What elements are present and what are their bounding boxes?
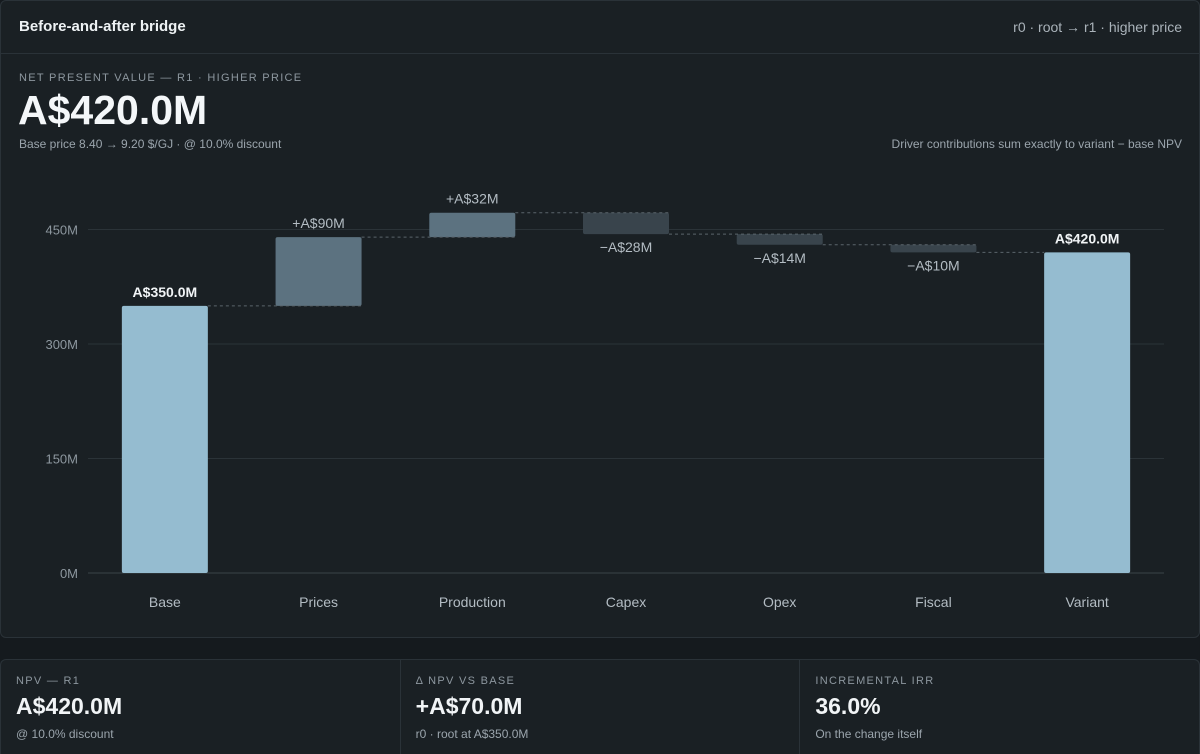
kpi-value: 36.0% (815, 693, 881, 719)
price-change-subline: Base price 8.40 → 9.20 $/GJ · @ 10.0% di… (19, 137, 282, 151)
bridge-note: Driver contributions sum exactly to vari… (891, 137, 1182, 151)
x-tick-label: Capex (606, 594, 646, 610)
x-tick-label: Prices (299, 594, 338, 610)
data-label: +A$90M (292, 215, 345, 231)
kpi-sub: @ 10.0% discount (16, 727, 114, 741)
kpi-strip: NPV — R1 A$420.0M @ 10.0% discount Δ NPV… (0, 659, 1200, 754)
data-label: −A$28M (600, 239, 653, 255)
kpi-card-npv: NPV — R1 A$420.0M @ 10.0% discount (1, 660, 401, 754)
data-label: −A$10M (907, 257, 960, 273)
data-label: A$420.0M (1055, 230, 1120, 246)
kpi-card-incremental-irr: INCREMENTAL IRR 36.0% On the change itse… (800, 660, 1199, 754)
kpi-label: NPV — R1 (16, 675, 81, 687)
y-tick-label: 0M (60, 566, 78, 581)
npv-headline-value: A$420.0M (18, 87, 208, 133)
scenario-breadcrumb[interactable]: r0 · root → r1 · higher price (1013, 19, 1182, 35)
x-tick-label: Opex (763, 594, 796, 610)
data-label: +A$32M (446, 191, 499, 207)
y-tick-label: 450M (45, 223, 78, 238)
y-tick-label: 150M (45, 452, 78, 467)
panel-title: Before-and-after bridge (19, 18, 186, 35)
x-tick-label: Production (439, 594, 506, 610)
kpi-sub: r0 · root at A$350.0M (415, 727, 529, 741)
bar-prices (275, 237, 362, 306)
kpi-label: Δ NPV VS BASE (415, 675, 516, 687)
bar-capex (583, 212, 669, 235)
kpi-card-delta-npv: Δ NPV VS BASE +A$70.0M r0 · root at A$35… (401, 660, 801, 754)
bar-variant (1044, 252, 1131, 573)
bar-production (429, 212, 516, 238)
bridge-panel: Before-and-after bridge r0 · root → r1 ·… (0, 0, 1200, 638)
kpi-sub: On the change itself (815, 727, 923, 741)
panel-header: Before-and-after bridge r0 · root → r1 ·… (1, 1, 1199, 54)
x-tick-label: Variant (1065, 594, 1108, 610)
bar-base (121, 305, 208, 573)
data-label: −A$14M (753, 250, 806, 266)
kpi-value: +A$70.0M (415, 693, 523, 719)
waterfall-chart: 0M 150M 300M 450M A$350.0M Base +A$90M Prices +A… (45, 191, 1164, 610)
kpi-label: INCREMENTAL IRR (815, 675, 935, 687)
x-tick-label: Base (149, 594, 181, 610)
y-tick-label: 300M (45, 337, 78, 352)
data-label: A$350.0M (133, 284, 198, 300)
kpi-value: A$420.0M (16, 693, 123, 719)
bar-fiscal (890, 244, 977, 253)
x-tick-label: Fiscal (915, 594, 952, 610)
npv-kicker: NET PRESENT VALUE — R1 · HIGHER PRICE (19, 72, 303, 84)
bar-opex (736, 234, 823, 245)
